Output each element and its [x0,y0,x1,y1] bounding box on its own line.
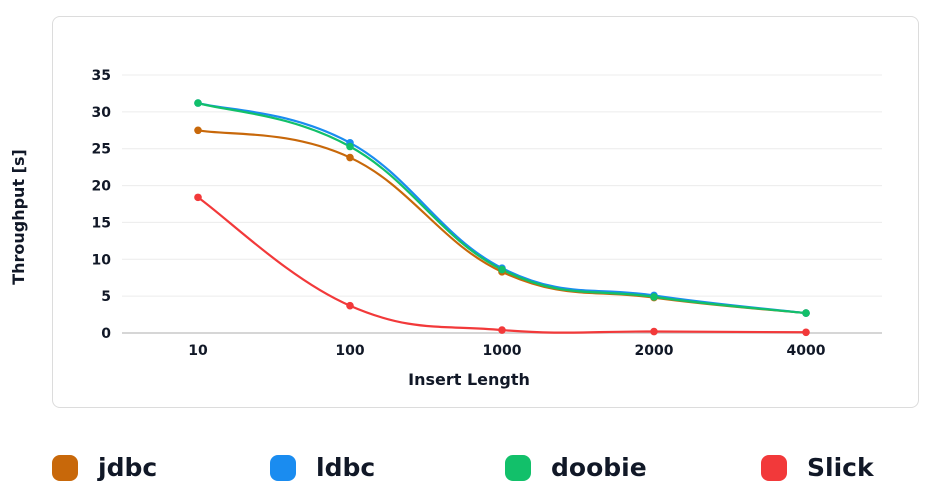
x-axis-label: Insert Length [408,370,530,389]
legend-swatch [52,454,78,481]
data-point-slick [650,327,658,336]
y-tick-label: 20 [92,179,112,195]
legend-item-doobie[interactable]: doobie [505,445,647,490]
legend: jdbc ldbc doobie Slick [0,445,943,490]
data-point-slick [194,193,202,202]
y-tick-label: 15 [92,215,111,231]
x-tick-label: 100 [335,343,364,359]
x-tick-label: 1000 [483,343,522,359]
data-point-doobie [802,309,810,317]
legend-label: jdbc [98,453,158,482]
data-points [194,99,810,337]
data-point-doobie [498,265,506,274]
y-tick-label: 35 [92,68,111,84]
y-tick-labels: 0 5 10 15 20 25 30 35 [92,68,112,342]
y-tick-label: 5 [101,289,111,305]
data-point-doobie [194,99,202,107]
y-axis-label: Throughput [s] [9,149,28,285]
series-line-doobie [197,101,807,315]
legend-label: doobie [551,453,647,482]
legend-label: Slick [807,453,874,482]
legend-swatch [505,454,531,481]
legend-swatch [270,454,296,481]
data-point-doobie [346,142,354,151]
x-tick-label: 10 [188,343,208,359]
series-lines [197,101,807,334]
x-tick-label: 2000 [635,343,674,359]
data-point-jdbc [194,126,202,135]
y-tick-label: 25 [92,142,111,158]
y-tick-label: 10 [92,252,112,268]
data-point-slick [346,301,354,310]
data-point-slick [802,328,810,337]
data-point-slick [498,326,506,334]
y-tick-label: 30 [92,105,112,121]
grid-lines [122,74,882,334]
legend-item-ldbc[interactable]: ldbc [270,445,375,490]
series-line-jdbc [197,129,807,315]
legend-item-slick[interactable]: Slick [761,445,874,490]
legend-swatch [761,454,787,481]
x-tick-labels: 10 100 1000 2000 4000 [188,343,825,359]
series-line-ldbc [197,101,807,315]
x-tick-label: 4000 [787,343,826,359]
data-point-doobie [650,293,658,301]
chart-card [52,16,919,408]
y-tick-label: 0 [101,326,111,342]
legend-label: ldbc [316,453,376,482]
data-point-jdbc [346,153,354,162]
legend-item-jdbc[interactable]: jdbc [52,445,157,490]
